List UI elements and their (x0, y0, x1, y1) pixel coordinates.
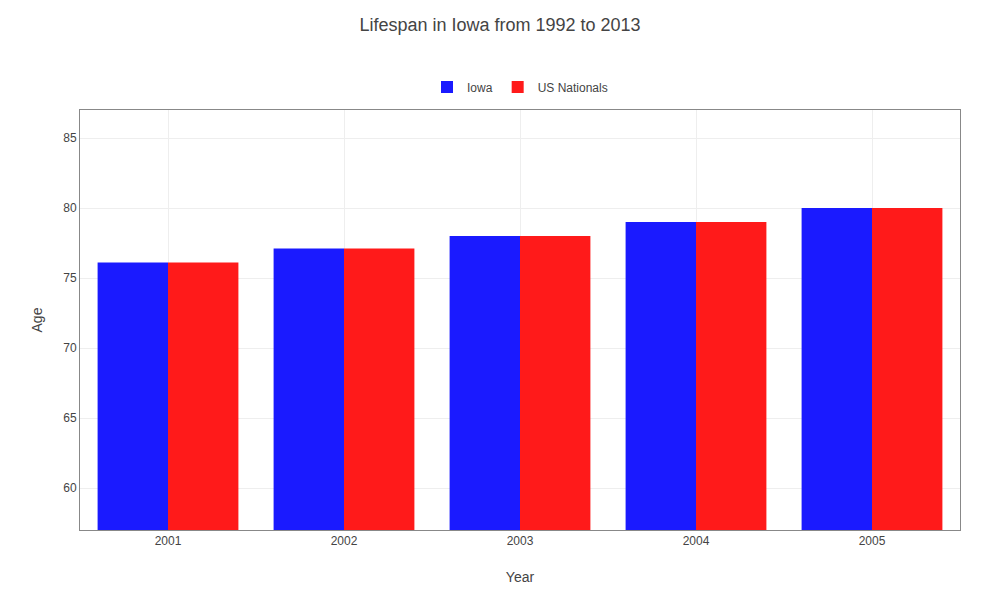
svg-text:70: 70 (63, 341, 77, 355)
svg-text:2004: 2004 (683, 534, 710, 548)
svg-text:Age: Age (29, 307, 45, 332)
svg-text:85: 85 (63, 131, 77, 145)
svg-text:65: 65 (63, 411, 77, 425)
svg-text:2005: 2005 (859, 534, 886, 548)
svg-text:Year: Year (506, 569, 535, 585)
svg-text:80: 80 (63, 201, 77, 215)
svg-text:60: 60 (63, 481, 77, 495)
svg-text:Iowa: Iowa (467, 81, 493, 95)
svg-text:2002: 2002 (331, 534, 358, 548)
svg-text:2001: 2001 (155, 534, 182, 548)
svg-text:Lifespan in Iowa from 1992 to: Lifespan in Iowa from 1992 to 2013 (359, 15, 640, 35)
svg-text:US Nationals: US Nationals (538, 81, 608, 95)
svg-text:2003: 2003 (507, 534, 534, 548)
svg-text:75: 75 (63, 271, 77, 285)
